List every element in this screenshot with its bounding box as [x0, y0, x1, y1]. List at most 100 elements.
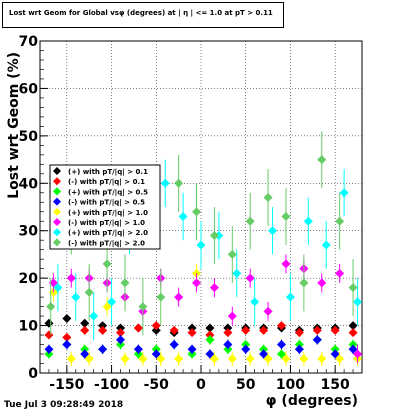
data-point	[335, 216, 345, 226]
data-point	[62, 340, 72, 350]
legend-marker	[53, 167, 61, 175]
data-point	[138, 302, 148, 312]
x-tick-label: -100	[94, 377, 129, 393]
legend-entry: (-) with pT/|q| > 0.5	[68, 199, 145, 208]
data-point	[169, 325, 179, 335]
data-point	[299, 354, 309, 364]
data-point	[348, 283, 358, 293]
data-point	[294, 344, 304, 354]
y-tick-label: 70	[19, 34, 39, 50]
data-point	[187, 323, 197, 333]
data-point	[303, 216, 313, 226]
data-point	[223, 328, 233, 338]
data-point	[335, 354, 345, 364]
data-point	[205, 323, 215, 333]
legend-entry: (+) with pT/|q| > 0.1	[68, 168, 148, 177]
data-point	[84, 354, 94, 364]
data-point	[321, 240, 331, 250]
data-point	[169, 340, 179, 350]
data-point	[98, 325, 108, 335]
data-point	[277, 349, 286, 359]
data-point	[192, 278, 202, 288]
data-point	[330, 325, 340, 335]
y-tick-label: 30	[19, 224, 39, 240]
data-point	[116, 335, 125, 345]
data-point	[259, 349, 269, 359]
legend-marker	[53, 218, 61, 226]
series-7	[46, 131, 358, 336]
legend-marker	[53, 238, 61, 247]
data-point	[53, 283, 63, 293]
data-point	[205, 335, 215, 345]
data-point	[187, 328, 197, 338]
data-point	[192, 207, 202, 217]
x-tick-label: 0	[196, 377, 206, 393]
data-point	[209, 283, 219, 293]
series-1	[44, 321, 358, 342]
data-point	[348, 344, 358, 354]
data-point	[263, 306, 273, 316]
data-point	[227, 249, 237, 259]
timestamp: Tue Jul 3 09:28:49 2018	[4, 400, 124, 410]
legend: (+) with pT/|q| > 0.1 (-) with pT/|q| > 0…	[49, 164, 161, 250]
data-point	[330, 349, 340, 359]
data-point	[317, 155, 327, 165]
legend-entry: (+) with pT/|q| > 1.0	[68, 209, 148, 218]
data-point	[138, 354, 148, 364]
data-point	[98, 344, 108, 354]
data-point	[84, 287, 94, 297]
data-point	[285, 292, 295, 302]
data-point	[62, 332, 72, 342]
legend-entry: (+) with pT/|q| > 2.0	[68, 229, 148, 238]
data-point	[46, 302, 56, 312]
y-tick-label: 50	[19, 129, 39, 145]
x-tick-label: -150	[49, 377, 84, 393]
data-point	[120, 354, 130, 364]
data-point	[44, 344, 54, 354]
data-point	[245, 216, 255, 226]
data-point	[223, 340, 233, 350]
data-point	[277, 321, 286, 331]
data-point	[151, 325, 161, 335]
y-tick-label: 40	[19, 176, 39, 192]
data-point	[317, 354, 327, 364]
data-point	[339, 188, 349, 198]
data-point	[277, 340, 286, 350]
data-point	[299, 278, 309, 288]
data-point	[263, 354, 273, 364]
data-point	[116, 323, 125, 333]
x-tick-label: 150	[321, 377, 350, 393]
data-point	[227, 354, 237, 364]
data-point	[205, 349, 215, 359]
data-point	[223, 323, 233, 333]
data-point	[245, 354, 255, 364]
data-point	[353, 297, 363, 307]
legend-box	[49, 164, 161, 250]
data-point	[102, 259, 112, 269]
legend-marker	[53, 177, 61, 186]
data-point	[62, 313, 72, 323]
data-point	[156, 292, 166, 302]
legend-marker	[53, 228, 61, 237]
legend-marker	[53, 187, 61, 196]
data-point	[156, 354, 166, 364]
series-4	[48, 263, 363, 366]
data-point	[241, 344, 251, 354]
data-point	[281, 211, 291, 221]
x-tick-label: 50	[236, 377, 256, 393]
data-point	[80, 325, 90, 335]
data-point	[80, 349, 90, 359]
data-point	[294, 328, 304, 338]
data-point	[174, 292, 184, 302]
legend-marker	[53, 207, 61, 216]
data-point	[241, 325, 251, 335]
data-point	[209, 230, 219, 240]
data-point	[232, 268, 242, 278]
data-point	[151, 349, 161, 359]
data-point	[98, 321, 108, 331]
data-point	[281, 354, 291, 364]
data-point	[245, 273, 255, 283]
data-point	[151, 321, 161, 331]
data-point	[160, 178, 170, 188]
